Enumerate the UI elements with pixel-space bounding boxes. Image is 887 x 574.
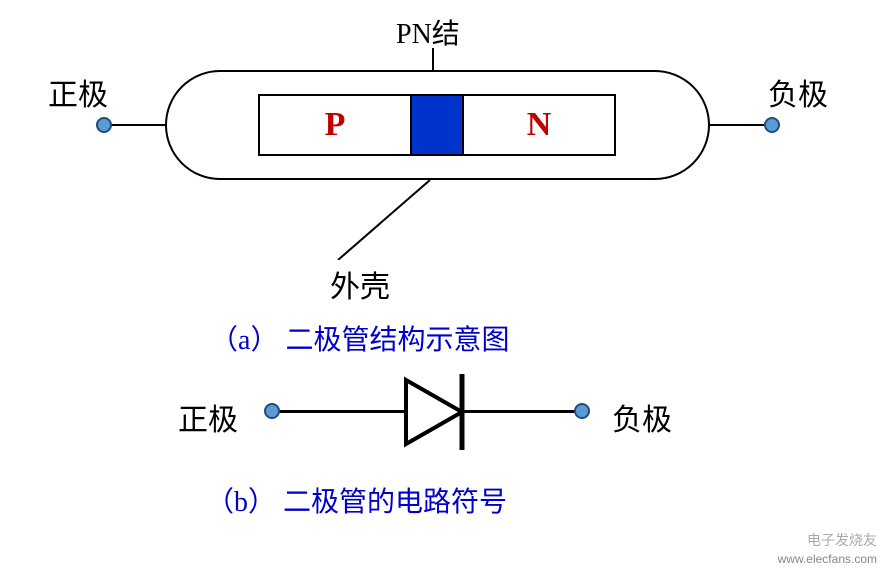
p-region: P: [260, 96, 410, 154]
n-region: N: [464, 96, 614, 154]
cathode-label-a: 负极: [768, 70, 828, 114]
caption-a-paren-close: ）: [250, 325, 278, 356]
caption-b-paren-open: （: [206, 487, 234, 518]
shell-label: 外壳: [330, 262, 390, 306]
cathode-terminal-b: [574, 403, 590, 419]
caption-a-text: 二极管结构示意图: [285, 325, 509, 356]
cathode-label-b: 负极: [612, 395, 672, 439]
pn-junction: [410, 96, 464, 154]
anode-label-a: 正极: [48, 70, 108, 114]
pn-box: P N: [258, 94, 616, 156]
watermark-url: www.elecfans.com: [778, 552, 877, 566]
anode-terminal-b: [264, 403, 280, 419]
wire-right-b: [462, 410, 578, 413]
shell-pointer-line: [320, 180, 460, 260]
diagram-container: PN结 正极 负极 P N 外壳 （a） 二极管结构示意图 正极 负极 （b） …: [0, 0, 887, 574]
caption-b-text: 二极管的电路符号: [283, 487, 507, 518]
caption-a-letter: a: [238, 325, 250, 356]
caption-b-letter: b: [234, 487, 248, 518]
cathode-terminal-a: [764, 117, 780, 133]
anode-label-b: 正极: [178, 395, 238, 439]
caption-a: （a） 二极管结构示意图: [210, 318, 509, 358]
anode-terminal-a: [96, 117, 112, 133]
caption-b: （b） 二极管的电路符号: [206, 480, 507, 520]
diode-circuit-symbol: [402, 372, 472, 452]
pn-junction-label: PN结: [396, 12, 460, 52]
caption-b-paren-close: ）: [248, 487, 276, 518]
caption-a-paren-open: （: [210, 325, 238, 356]
watermark-site: 电子发烧友: [807, 530, 877, 550]
wire-left-b: [276, 410, 406, 413]
